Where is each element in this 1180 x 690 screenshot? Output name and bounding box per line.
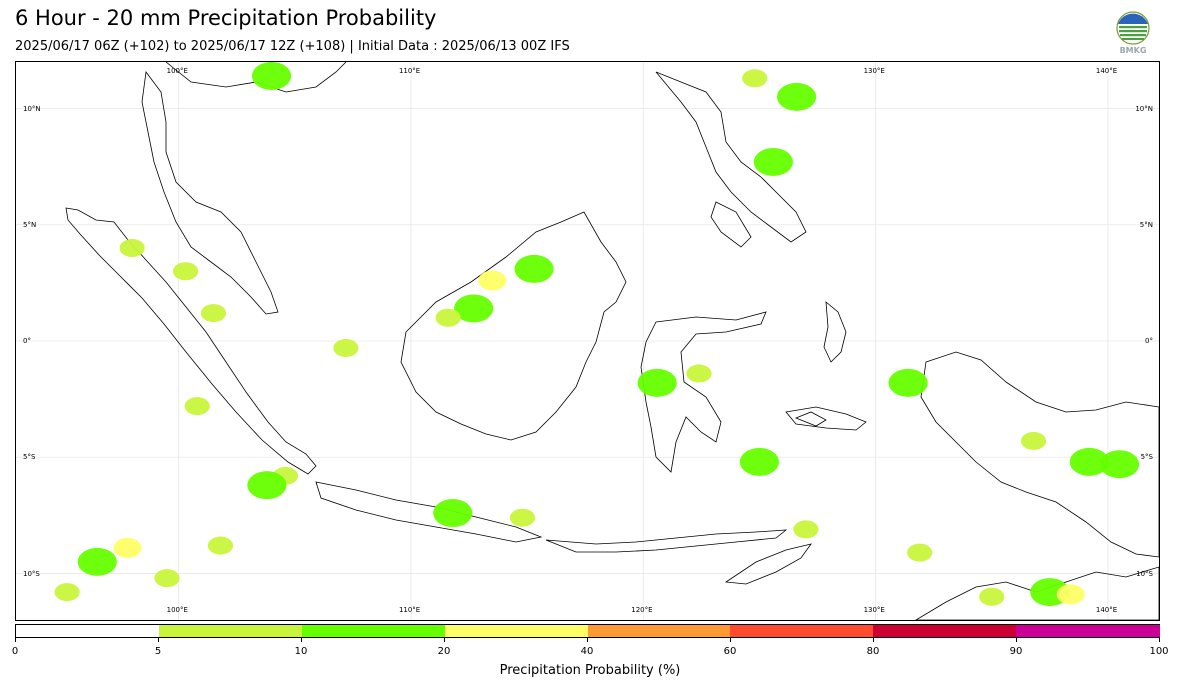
colorbar-tick-label: 5 [154,646,162,657]
colorbar-segment [301,625,446,637]
colorbar-tick-label: 0 [11,646,19,657]
lon-label-bottom: 140°E [1095,606,1118,614]
precip-area [433,499,473,528]
colorbar-tick [730,638,731,642]
lon-label-top: 130°E [863,67,885,75]
coastline-maluku [785,406,867,431]
lat-label-left: 10°S [23,569,40,578]
colorbar-tick [15,638,16,642]
precip-area [509,508,536,527]
precip-area [77,547,117,576]
colorbar-tick-label: 10 [294,646,308,657]
coastline-new-guinea [920,351,1159,558]
chart-title: 6 Hour - 20 mm Precipitation Probability [15,6,437,30]
precip-area [154,569,180,588]
coastline-philippines [655,71,807,248]
precip-area [637,368,677,397]
coastline-timor [724,543,812,585]
colorbar-tick-label: 100 [1149,646,1169,657]
colorbar-tick-label: 60 [723,646,737,657]
precip-area [979,587,1005,606]
precip-area [247,471,287,500]
precip-area [113,537,142,558]
colorbar-tick [1159,638,1160,642]
colorbar-tick [158,638,159,642]
lon-label-top: 110°E [398,67,421,75]
precip-area [1069,447,1109,476]
precip-area [739,447,780,476]
colorbar-segment [16,625,160,637]
colorbar-tick [873,638,874,642]
map-canvas [16,62,1159,620]
colorbar-tick-label: 80 [866,646,880,657]
colorbar-tick-label: 20 [437,646,451,657]
precipitation-areas [54,62,1140,607]
coastline-borneo [400,211,627,441]
precip-area [454,294,494,323]
coastline-java [315,481,543,543]
lon-label-bottom: 110°E [398,606,421,614]
lon-label-bottom: 100°E [166,606,188,614]
lat-label-right: 5°N [1139,220,1153,229]
coastline-halmahera [823,301,847,363]
coastline-nusa-tenggara [545,529,788,553]
precip-area [907,543,933,562]
colorbar-title: Precipitation Probability (%) [499,663,681,678]
precip-area [686,364,712,383]
logo-text: BMKG [1120,46,1147,55]
precip-area [478,270,507,291]
lon-label-top: 140°E [1095,67,1118,75]
colorbar-segment [444,625,588,637]
bmkg-logo: BMKG [1112,10,1154,56]
lon-label-bottom: 130°E [863,606,885,614]
precip-area [514,254,554,283]
precip-area [793,520,819,539]
coastline-sulawesi [640,311,767,473]
map-graticule [16,62,1159,620]
colorbar-tick-label: 40 [580,646,594,657]
precip-area [1056,584,1085,605]
lon-label-top: 100°E [166,67,188,75]
bmkg-logo-icon: BMKG [1116,11,1150,55]
lon-label-bottom: 120°E [631,606,653,614]
colorbar-tick-label: 90 [1009,646,1023,657]
precip-area [184,397,210,416]
precip-area [172,262,199,281]
colorbar-tick [444,638,445,642]
colorbar-segment [730,625,874,637]
lat-label-left: 0° [23,337,31,345]
precip-area [888,368,928,397]
coastline-australia-north [915,566,1159,620]
lat-label-left: 5°S [23,453,36,462]
colorbar-tick [301,638,302,642]
colorbar-segment [158,625,303,637]
lat-label-left: 5°N [23,220,37,229]
precip-area [742,69,768,88]
precip-area [776,82,817,111]
precip-area [54,583,80,602]
map-panel: 100°E 100°E 110°E 110°E 120°E 130°E 130°E 140°E… [15,61,1160,621]
precip-area [1099,450,1140,479]
colorbar-segment [587,625,731,637]
chart-subtitle: 2025/06/17 06Z (+102) to 2025/06/17 12Z … [15,39,570,54]
colorbar-segment [873,625,1017,637]
lat-label-right: 10°N [1135,104,1153,113]
colorbar-segment [1016,625,1160,637]
colorbar-tick [587,638,588,642]
precip-area [753,147,793,176]
precip-area [251,62,292,90]
precip-area [119,239,145,257]
lat-label-left: 10°N [23,104,41,113]
precip-area [1020,431,1047,450]
precip-area [333,338,359,357]
colorbar-tick [1016,638,1017,642]
lat-label-right: 0° [1145,337,1153,345]
precip-area [435,308,461,327]
precip-area [207,536,234,555]
lat-label-right: 5°S [1140,453,1153,462]
precip-area [200,304,227,323]
coastline-malay-peninsula [141,70,279,315]
lat-label-right: 10°S [1136,569,1153,578]
colorbar [15,624,1160,638]
